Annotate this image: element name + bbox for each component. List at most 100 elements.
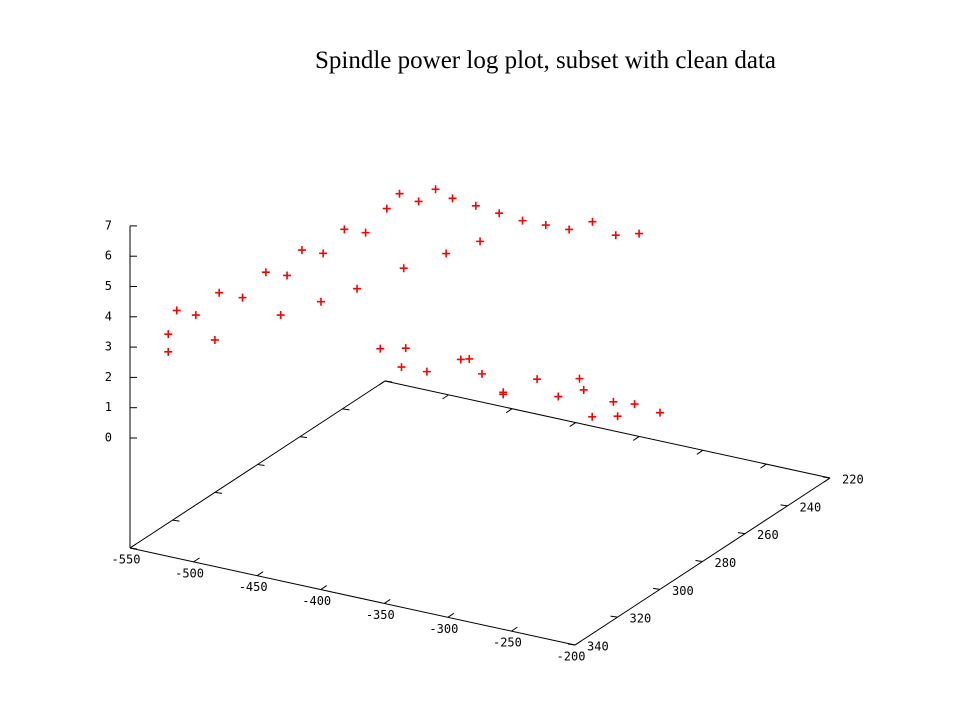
y-tick bbox=[822, 476, 831, 479]
x-tick bbox=[129, 543, 137, 549]
y-tick bbox=[610, 615, 618, 618]
point bbox=[554, 392, 563, 401]
y-tick bbox=[695, 560, 703, 562]
x-tick bbox=[320, 585, 327, 590]
x-tick bbox=[384, 599, 391, 604]
point bbox=[297, 246, 306, 255]
y-tick bbox=[737, 532, 746, 535]
point bbox=[533, 375, 542, 384]
z-tick-label: 1 bbox=[105, 400, 112, 414]
point bbox=[588, 217, 597, 226]
y-tick-label: 340 bbox=[587, 640, 609, 654]
point bbox=[613, 412, 622, 421]
y-tick-label: 240 bbox=[800, 500, 822, 514]
x-tick bbox=[696, 449, 704, 455]
y-tick bbox=[299, 436, 308, 439]
point bbox=[588, 412, 597, 421]
point bbox=[471, 201, 480, 210]
z-tick-label: 5 bbox=[105, 279, 112, 293]
x-tick bbox=[823, 477, 831, 483]
point bbox=[238, 293, 247, 302]
point bbox=[283, 271, 292, 280]
point bbox=[499, 388, 508, 397]
point bbox=[353, 284, 362, 293]
x-tick bbox=[574, 640, 582, 646]
point bbox=[442, 249, 451, 258]
point bbox=[215, 288, 224, 297]
point bbox=[476, 237, 485, 246]
y-tick-label: 220 bbox=[842, 473, 864, 487]
point bbox=[210, 335, 219, 344]
point bbox=[376, 344, 385, 353]
point bbox=[635, 229, 644, 238]
point bbox=[541, 221, 550, 230]
y-tick bbox=[652, 587, 661, 590]
x-tick-label: -400 bbox=[302, 594, 331, 608]
point bbox=[611, 231, 620, 240]
x-tick bbox=[569, 422, 576, 427]
point bbox=[340, 225, 349, 234]
x-tick bbox=[447, 612, 455, 618]
y-tick bbox=[384, 380, 393, 383]
z-tick-label: 4 bbox=[105, 309, 112, 323]
point bbox=[316, 297, 325, 306]
point bbox=[630, 400, 639, 409]
point bbox=[656, 408, 664, 417]
axis-line bbox=[384, 380, 831, 479]
axis-line bbox=[129, 547, 576, 646]
point bbox=[579, 385, 588, 394]
point bbox=[565, 225, 574, 234]
point bbox=[397, 363, 406, 372]
x-tick bbox=[760, 463, 767, 469]
y-tick bbox=[780, 504, 788, 507]
point bbox=[191, 311, 200, 320]
y-tick bbox=[567, 643, 576, 646]
point bbox=[382, 204, 391, 213]
x-tick bbox=[378, 380, 386, 386]
point bbox=[164, 330, 173, 339]
x-tick bbox=[256, 571, 264, 577]
point bbox=[609, 397, 618, 406]
y-tick bbox=[257, 464, 265, 466]
x-tick-label: -300 bbox=[429, 622, 458, 636]
point bbox=[276, 311, 285, 320]
x-tick-label: -500 bbox=[175, 566, 204, 580]
y-tick-label: 320 bbox=[630, 612, 652, 626]
point bbox=[495, 209, 504, 218]
point bbox=[422, 367, 431, 376]
point bbox=[395, 189, 404, 198]
z-tick-label: 0 bbox=[105, 431, 112, 445]
point bbox=[399, 264, 408, 273]
point bbox=[261, 268, 270, 277]
point bbox=[414, 197, 423, 206]
point bbox=[448, 194, 457, 203]
x-tick-label: -250 bbox=[493, 636, 522, 650]
y-tick bbox=[342, 408, 350, 411]
point bbox=[172, 306, 181, 315]
z-tick-label: 6 bbox=[105, 249, 112, 263]
x-tick bbox=[442, 394, 449, 400]
y-tick bbox=[172, 519, 180, 522]
point bbox=[518, 216, 527, 225]
x-tick-label: -550 bbox=[112, 553, 141, 567]
y-tick-label: 280 bbox=[715, 556, 737, 570]
point bbox=[478, 369, 486, 378]
z-tick-label: 2 bbox=[105, 370, 112, 384]
point bbox=[401, 344, 410, 353]
chart-title: Spindle power log plot, subset with clea… bbox=[315, 47, 776, 74]
point bbox=[465, 354, 474, 363]
y-tick bbox=[214, 491, 223, 494]
x-tick bbox=[505, 408, 513, 414]
y-tick-label: 260 bbox=[757, 528, 779, 542]
point bbox=[575, 374, 584, 383]
z-tick-label: 7 bbox=[105, 218, 112, 232]
point bbox=[456, 355, 465, 364]
y-tick-label: 300 bbox=[672, 584, 694, 598]
x-tick bbox=[193, 557, 200, 563]
point bbox=[431, 185, 440, 194]
x-tick bbox=[633, 436, 640, 441]
x-tick bbox=[511, 626, 518, 632]
y-tick bbox=[129, 547, 138, 550]
x-tick-label: -450 bbox=[239, 580, 268, 594]
z-tick-label: 3 bbox=[105, 340, 112, 354]
